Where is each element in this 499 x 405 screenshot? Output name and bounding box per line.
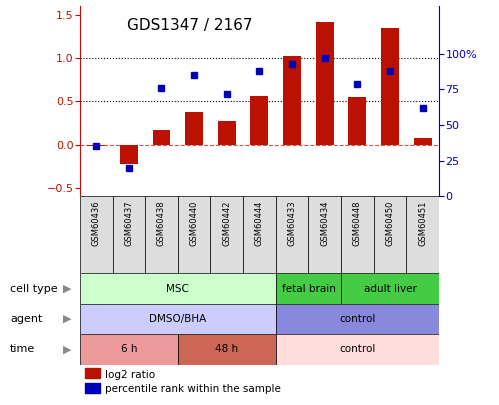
Text: 48 h: 48 h bbox=[215, 344, 239, 354]
FancyBboxPatch shape bbox=[80, 304, 276, 334]
Text: GSM60437: GSM60437 bbox=[124, 200, 133, 246]
FancyBboxPatch shape bbox=[178, 196, 211, 273]
FancyBboxPatch shape bbox=[80, 334, 178, 364]
Text: DMSO/BHA: DMSO/BHA bbox=[149, 314, 207, 324]
Text: GSM60440: GSM60440 bbox=[190, 200, 199, 246]
Text: 6 h: 6 h bbox=[121, 344, 137, 354]
Text: ▶: ▶ bbox=[63, 314, 72, 324]
Text: GDS1347 / 2167: GDS1347 / 2167 bbox=[127, 18, 252, 33]
Bar bbox=[153, 130, 171, 145]
Bar bbox=[316, 21, 334, 145]
FancyBboxPatch shape bbox=[211, 196, 243, 273]
FancyBboxPatch shape bbox=[276, 334, 439, 364]
Text: GSM60438: GSM60438 bbox=[157, 200, 166, 246]
Text: percentile rank within the sample: percentile rank within the sample bbox=[105, 384, 280, 394]
Text: time: time bbox=[10, 344, 35, 354]
Text: log2 ratio: log2 ratio bbox=[105, 370, 155, 380]
FancyBboxPatch shape bbox=[276, 273, 341, 304]
FancyBboxPatch shape bbox=[341, 196, 374, 273]
Text: MSC: MSC bbox=[166, 284, 189, 294]
Bar bbox=[87, 145, 105, 146]
Text: GSM60444: GSM60444 bbox=[255, 200, 264, 246]
Text: control: control bbox=[339, 344, 376, 354]
FancyBboxPatch shape bbox=[243, 196, 276, 273]
Bar bbox=[283, 56, 301, 145]
Bar bbox=[120, 145, 138, 164]
FancyBboxPatch shape bbox=[276, 196, 308, 273]
FancyBboxPatch shape bbox=[407, 196, 439, 273]
Text: GSM60434: GSM60434 bbox=[320, 200, 329, 246]
Text: ▶: ▶ bbox=[63, 344, 72, 354]
Text: cell type: cell type bbox=[10, 284, 57, 294]
Text: GSM60450: GSM60450 bbox=[386, 200, 395, 246]
Text: GSM60442: GSM60442 bbox=[223, 200, 232, 246]
FancyBboxPatch shape bbox=[178, 334, 276, 364]
FancyBboxPatch shape bbox=[374, 196, 407, 273]
Bar bbox=[185, 112, 203, 145]
Text: GSM60436: GSM60436 bbox=[92, 200, 101, 246]
FancyBboxPatch shape bbox=[341, 273, 439, 304]
Text: GSM60451: GSM60451 bbox=[418, 200, 427, 246]
Bar bbox=[348, 97, 366, 145]
Text: adult liver: adult liver bbox=[364, 284, 417, 294]
FancyBboxPatch shape bbox=[308, 196, 341, 273]
Bar bbox=[250, 96, 268, 145]
Text: GSM60433: GSM60433 bbox=[287, 200, 296, 246]
Text: ▶: ▶ bbox=[63, 284, 72, 294]
FancyBboxPatch shape bbox=[112, 196, 145, 273]
Bar bbox=[381, 28, 399, 145]
FancyBboxPatch shape bbox=[145, 196, 178, 273]
Text: GSM60448: GSM60448 bbox=[353, 200, 362, 246]
Text: control: control bbox=[339, 314, 376, 324]
Text: agent: agent bbox=[10, 314, 42, 324]
Bar bbox=[414, 139, 432, 145]
FancyBboxPatch shape bbox=[276, 304, 439, 334]
Text: fetal brain: fetal brain bbox=[281, 284, 335, 294]
FancyBboxPatch shape bbox=[80, 196, 112, 273]
FancyBboxPatch shape bbox=[80, 273, 276, 304]
Bar bbox=[218, 121, 236, 145]
